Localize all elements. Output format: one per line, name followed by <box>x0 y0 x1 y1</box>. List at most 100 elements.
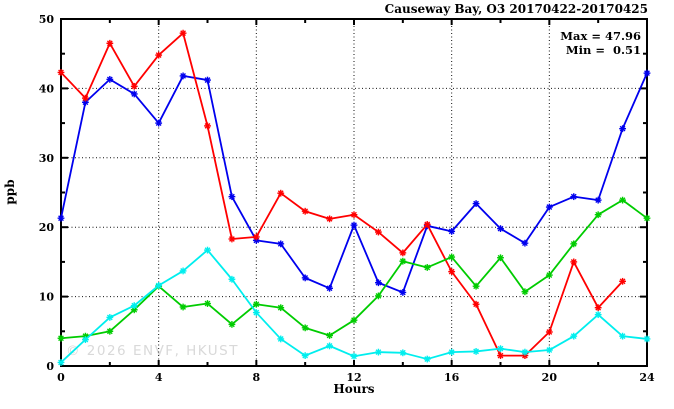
series-blue-marker <box>228 193 236 201</box>
marker-stroke <box>326 332 333 339</box>
y-axis-label: ppb <box>3 179 17 204</box>
marker-stroke <box>351 211 357 218</box>
marker-stroke <box>619 333 626 340</box>
marker-stroke <box>229 276 235 283</box>
marker-stroke <box>277 304 284 311</box>
marker-stroke <box>619 197 626 204</box>
y-tick-label-20: 20 <box>39 221 55 234</box>
series-blue-marker <box>179 72 187 80</box>
marker-stroke <box>546 329 553 335</box>
series-red-marker <box>130 82 138 90</box>
watermark: © 2026 ENVF, HKUST <box>66 343 239 359</box>
marker-stroke <box>326 215 333 222</box>
marker-stroke <box>375 229 382 235</box>
x-tick-label-24: 24 <box>639 371 655 384</box>
series-blue-marker <box>570 193 578 201</box>
marker-stroke <box>644 70 650 77</box>
series-green-marker <box>399 257 407 265</box>
marker-stroke <box>570 333 577 340</box>
marker-stroke <box>82 336 89 343</box>
marker-stroke <box>473 301 479 308</box>
series-blue-marker <box>130 90 138 98</box>
series-green-marker <box>252 300 260 308</box>
series-green-marker <box>472 282 480 290</box>
series-green-marker <box>448 253 456 261</box>
series-red-marker <box>497 352 504 359</box>
series-green-marker <box>594 211 602 219</box>
plot-generated-layer: 0 4 8 12 16 20 24 0 10 20 30 40 50 <box>39 13 655 384</box>
series-green-marker <box>423 264 431 271</box>
marker-stroke <box>522 240 528 247</box>
marker-stroke <box>253 234 260 240</box>
series-blue-marker <box>521 239 529 247</box>
marker-stroke <box>497 225 504 232</box>
marker-stroke <box>302 274 309 281</box>
series-cyan-marker <box>594 311 602 319</box>
marker-stroke <box>424 264 431 271</box>
series-cyan-marker <box>448 348 456 356</box>
series-green-marker <box>106 327 114 335</box>
series-cyan-marker <box>326 342 333 350</box>
series-green-marker <box>545 271 553 279</box>
series-blue-marker <box>643 69 651 77</box>
marker-stroke <box>253 301 260 308</box>
series-red-marker <box>594 304 602 312</box>
series-cyan-marker <box>472 348 480 355</box>
series-cyan-marker <box>204 246 211 254</box>
series-blue-marker <box>545 203 553 211</box>
series-red-marker <box>545 328 553 336</box>
y-tick-label-40: 40 <box>39 82 55 95</box>
marker-stroke <box>155 282 162 289</box>
series-red-marker <box>619 277 626 285</box>
series-green-marker <box>301 324 309 332</box>
series-cyan-marker <box>399 349 407 357</box>
marker-stroke <box>351 317 357 324</box>
marker-stroke <box>155 120 162 126</box>
series-blue-line <box>60 72 648 294</box>
series-green-marker <box>179 303 187 311</box>
marker-stroke <box>204 300 211 307</box>
series-cyan-marker <box>82 336 89 344</box>
y-tick-label-30: 30 <box>39 152 55 165</box>
series-blue-marker <box>594 196 602 204</box>
series-blue-marker <box>326 284 333 292</box>
marker-stroke <box>546 347 553 353</box>
series-cyan-marker <box>277 335 285 343</box>
marker-stroke <box>375 279 382 286</box>
series-red-marker <box>252 233 260 241</box>
marker-stroke <box>497 352 504 359</box>
series-green-marker <box>375 292 382 300</box>
marker-stroke <box>570 240 577 247</box>
marker-stroke <box>473 283 479 290</box>
series-green-marker <box>619 196 626 204</box>
series-red-marker <box>423 221 431 228</box>
marker-stroke <box>399 249 406 256</box>
y-tick-label-50: 50 <box>39 13 55 26</box>
series-blue-marker <box>448 227 456 235</box>
marker-stroke <box>180 304 186 310</box>
marker-stroke <box>473 200 479 207</box>
series-green-marker <box>326 332 333 339</box>
series-red-marker <box>228 235 236 243</box>
marker-stroke <box>497 254 504 261</box>
series-blue-marker <box>277 240 285 248</box>
series-blue-marker <box>497 225 504 232</box>
marker-stroke <box>302 352 309 359</box>
marker-stroke <box>131 302 138 309</box>
marker-stroke <box>595 197 602 204</box>
min-annotation: Min = 0.51 <box>566 43 641 57</box>
series-blue-marker <box>204 76 211 84</box>
series-green-marker <box>57 334 65 342</box>
marker-stroke <box>497 345 504 352</box>
series-cyan-marker <box>545 346 553 354</box>
chart-title: Causeway Bay, O3 20170422-20170425 <box>385 2 648 16</box>
series-green-marker <box>521 288 529 296</box>
marker-stroke <box>106 314 113 321</box>
series-red <box>57 29 626 359</box>
marker-stroke <box>58 335 64 342</box>
series-red-marker <box>106 39 114 47</box>
series-blue-marker <box>375 279 382 287</box>
marker-stroke <box>595 211 602 218</box>
